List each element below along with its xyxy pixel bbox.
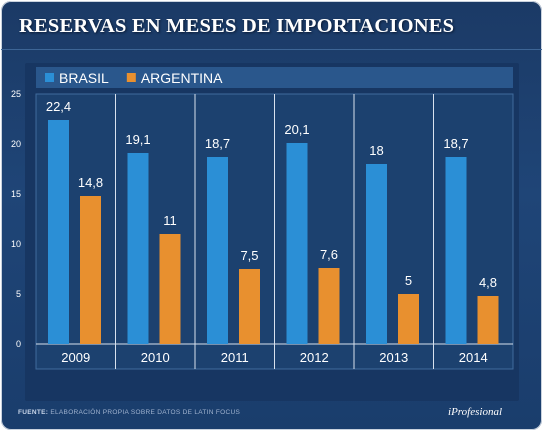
bar-brasil-2012 — [286, 143, 308, 344]
bar-brasil-2014 — [445, 157, 467, 344]
data-label: 11 — [163, 213, 177, 228]
legend-band — [36, 67, 513, 88]
page-title: RESERVAS EN MESES DE IMPORTACIONES — [19, 15, 455, 37]
bar-brasil-2011 — [207, 157, 228, 344]
data-label: 5 — [405, 273, 412, 288]
title-divider — [1, 49, 542, 50]
x-tick-label: 2012 — [300, 350, 329, 365]
bar-brasil-2010 — [127, 153, 149, 344]
legend-label-brasil: BRASIL — [59, 70, 109, 86]
data-label: 7,5 — [240, 248, 258, 263]
source-label: FUENTE: — [18, 409, 49, 416]
brand-logo: iProfesional — [448, 406, 502, 418]
data-label: 22,4 — [46, 99, 71, 114]
y-tick-label: 0 — [16, 339, 21, 349]
bar-argentina-2010 — [159, 234, 181, 344]
data-label: 7,6 — [320, 247, 338, 262]
y-tick-label: 25 — [11, 89, 21, 99]
data-label: 18 — [369, 143, 383, 158]
bar-brasil-2009 — [48, 120, 69, 344]
y-tick-label: 10 — [11, 239, 21, 249]
legend-label-argentina: ARGENTINA — [141, 70, 223, 86]
data-label: 19,1 — [125, 132, 150, 147]
y-tick-label: 15 — [11, 189, 21, 199]
legend-swatch-argentina — [126, 73, 136, 82]
data-label: 18,7 — [443, 136, 468, 151]
bar-argentina-2009 — [80, 196, 101, 344]
data-label: 14,8 — [78, 175, 103, 190]
bar-argentina-2011 — [239, 269, 260, 344]
source-note: FUENTE: ELABORACIÓN PROPIA SOBRE DATOS D… — [18, 409, 240, 416]
data-label: 20,1 — [284, 122, 309, 137]
x-tick-label: 2011 — [221, 350, 249, 365]
bar-argentina-2014 — [477, 296, 499, 344]
bar-argentina-2012 — [318, 268, 340, 344]
x-tick-label: 2009 — [61, 350, 90, 365]
x-tick-label: 2010 — [141, 350, 170, 365]
x-tick-label: 2014 — [459, 350, 488, 365]
y-tick-label: 5 — [16, 289, 21, 299]
source-text: ELABORACIÓN PROPIA SOBRE DATOS DE LATIN … — [50, 409, 241, 416]
y-tick-label: 20 — [11, 139, 21, 149]
data-label: 4,8 — [479, 275, 497, 290]
bar-brasil-2013 — [366, 164, 387, 344]
data-label: 18,7 — [205, 136, 230, 151]
bar-argentina-2013 — [398, 294, 419, 344]
x-tick-label: 2013 — [379, 350, 408, 365]
legend-swatch-brasil — [45, 73, 54, 82]
